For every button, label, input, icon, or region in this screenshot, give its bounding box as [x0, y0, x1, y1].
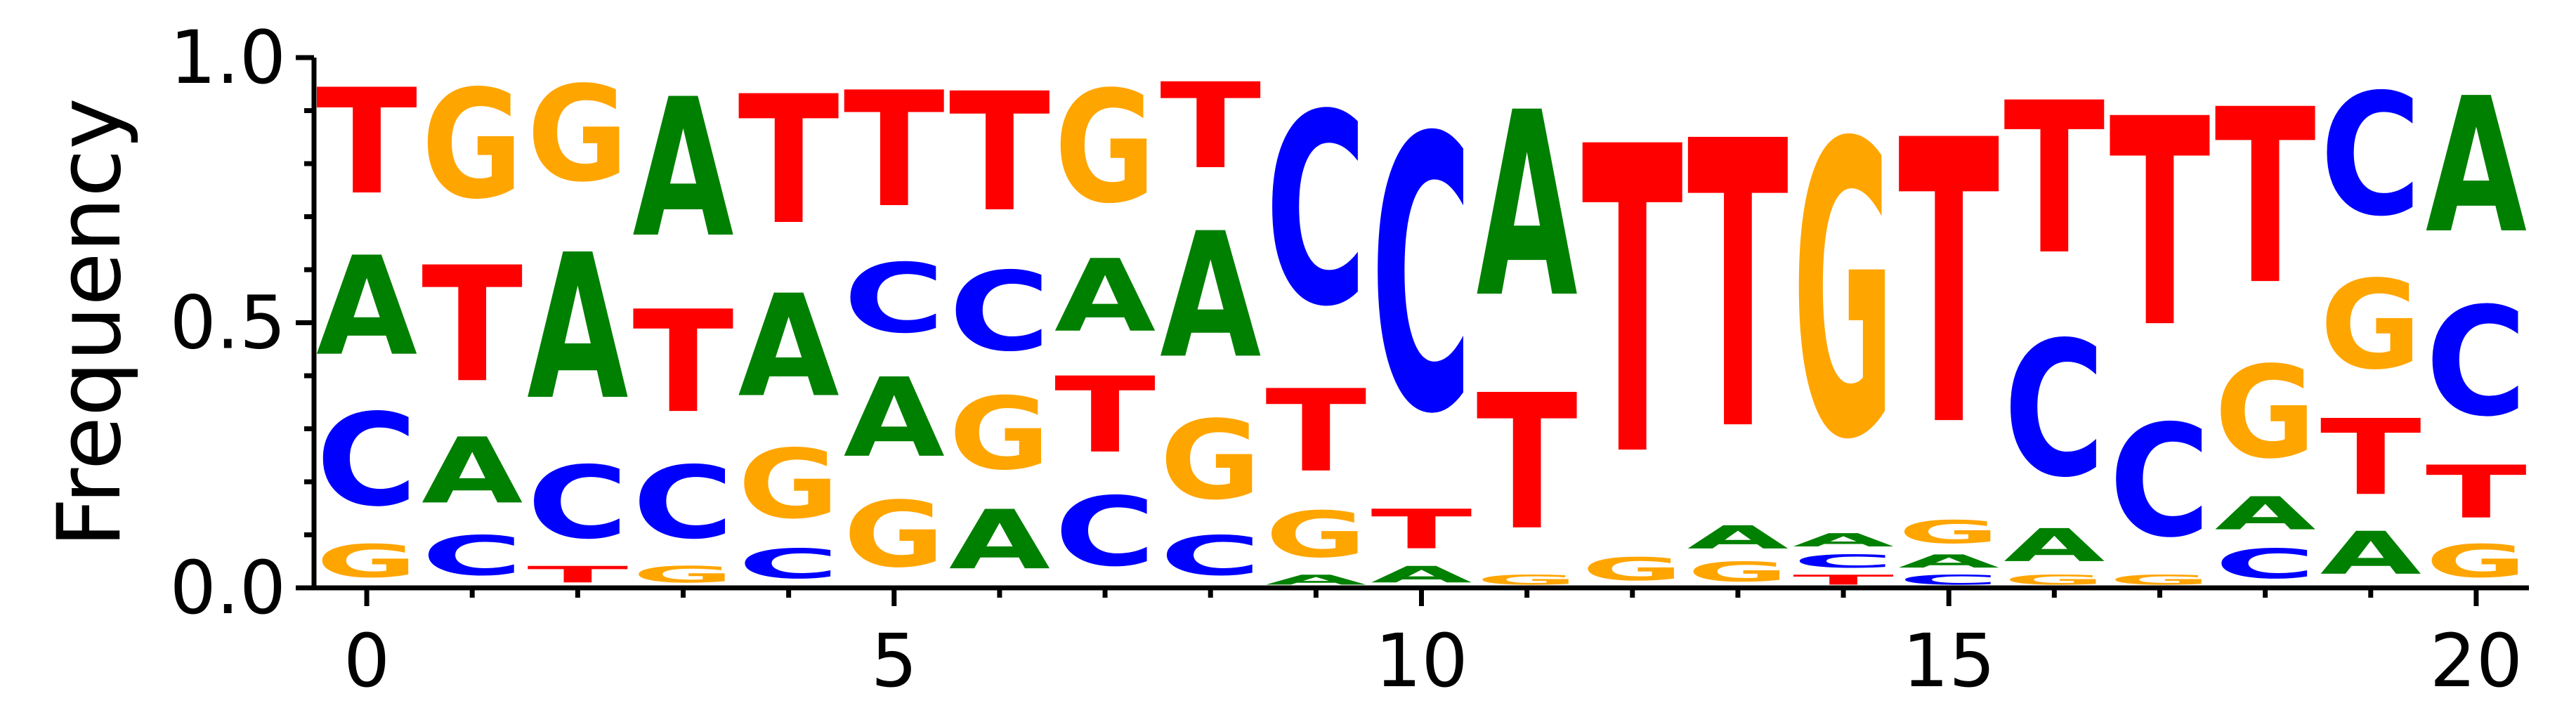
logo-letter-t: T: [2320, 398, 2421, 519]
logo-letter-g: G: [1898, 514, 1999, 551]
logo-letter-t: T: [1371, 498, 1472, 562]
logo-letter-t: T: [632, 280, 733, 444]
logo-letter-a: A: [1793, 530, 1894, 551]
logo-letter-g: G: [632, 561, 733, 588]
logo-letter-t: T: [1477, 356, 1578, 572]
logo-letter-a: A: [632, 58, 733, 280]
logo-letter-c: C: [1054, 476, 1156, 587]
logo-letter-t: T: [1160, 58, 1261, 195]
logo-letter-a: A: [949, 492, 1050, 587]
logo-letter-a: A: [2426, 58, 2527, 275]
logo-letter-t: T: [2109, 59, 2211, 391]
logo-letter-t: T: [2003, 58, 2105, 301]
logo-letter-t: T: [2426, 451, 2527, 535]
y-tick-label: 1.0: [170, 15, 286, 100]
x-tick-label: 15: [1902, 618, 1995, 704]
logo-letter-c: C: [421, 525, 523, 588]
logo-letter-a: A: [1054, 239, 1156, 355]
logo-letter-g: G: [1793, 60, 1894, 529]
y-tick-label: 0.5: [170, 280, 286, 366]
logo-letter-g: G: [2003, 572, 2105, 588]
logo-letter-c: C: [1160, 525, 1261, 588]
logo-letter-t: T: [421, 233, 523, 418]
logo-letter-t: T: [738, 58, 839, 264]
logo-letter-g: G: [421, 59, 523, 233]
logo-letter-t: T: [1265, 366, 1366, 497]
logo-letter-g: G: [2215, 340, 2316, 487]
logo-letter-t: T: [1898, 59, 2000, 513]
x-tick-label: 10: [1375, 618, 1467, 704]
y-tick-label: 0.0: [170, 545, 286, 631]
logo-letter-t: T: [2215, 59, 2317, 339]
logo-letter-c: C: [2215, 541, 2316, 588]
logo-letter-t: T: [1582, 59, 1684, 550]
logo-letter-c: C: [2426, 276, 2527, 449]
logo-letter-a: A: [1898, 551, 1999, 572]
logo-letter-a: A: [1160, 197, 1261, 397]
logo-letter-g: G: [949, 376, 1050, 492]
logo-letter-g: G: [316, 535, 417, 588]
logo-letter-a: A: [2215, 487, 2316, 540]
logo-letter-a: A: [2003, 519, 2105, 572]
logo-letter-a: A: [738, 265, 839, 428]
logo-letter-c: C: [2109, 393, 2210, 572]
logo-letters: GCATCATGTCAGGCTACGATGACTAGCTCTAGCGATAGTC…: [316, 58, 2527, 588]
logo-letter-a: A: [1371, 561, 1472, 588]
logo-letter-c: C: [2003, 302, 2105, 518]
logo-letter-g: G: [2320, 255, 2421, 397]
logo-letter-c: C: [316, 387, 417, 535]
y-axis-label: Frequency: [39, 98, 140, 548]
logo-letter-a: A: [1265, 572, 1366, 589]
logo-letter-g: G: [738, 428, 839, 539]
logo-letter-a: A: [421, 418, 523, 524]
logo-letter-c: C: [844, 243, 945, 354]
logo-letter-t: T: [844, 58, 945, 242]
logo-letter-a: A: [1477, 58, 1578, 353]
logo-letter-a: A: [844, 355, 945, 482]
logo-letter-a: A: [1687, 519, 1789, 556]
logo-letter-t: T: [1687, 59, 1789, 518]
logo-letter-c: C: [1371, 60, 1472, 497]
logo-letter-c: C: [527, 445, 628, 561]
logo-letter-t: T: [949, 59, 1050, 249]
logo-letter-a: A: [2320, 520, 2421, 589]
logo-letter-a: A: [527, 211, 628, 444]
x-axis-ticks: 0 5 10 15 20: [344, 588, 2523, 704]
logo-letter-g: G: [1160, 398, 1261, 525]
logo-letter-g: G: [1477, 572, 1578, 588]
x-tick-label: 5: [871, 618, 917, 704]
x-tick-label: 0: [344, 618, 390, 704]
logo-letter-c: C: [632, 445, 733, 561]
logo-letter-g: G: [2426, 535, 2527, 588]
logo-letter-t: T: [316, 58, 417, 227]
logo-letter-c: C: [1793, 551, 1894, 572]
logo-letter-g: G: [1582, 551, 1683, 589]
logo-letter-t: T: [1054, 355, 1156, 476]
logo-letter-c: C: [1265, 59, 1366, 365]
y-axis-ticks: 0.0 0.5 1.0: [170, 15, 314, 631]
logo-letter-g: G: [1054, 58, 1156, 237]
logo-letter-t: T: [1793, 572, 1894, 588]
logo-letter-c: C: [738, 541, 839, 588]
logo-letter-c: C: [2320, 58, 2421, 254]
logo-letter-g: G: [2109, 572, 2210, 588]
logo-letter-g: G: [844, 483, 945, 588]
logo-letter-c: C: [949, 249, 1050, 375]
logo-letter-g: G: [1265, 498, 1366, 572]
logo-letter-g: G: [1687, 556, 1789, 588]
logo-letter-g: G: [527, 58, 628, 211]
logo-letter-t: T: [527, 561, 628, 588]
logo-letter-c: C: [1898, 572, 1999, 588]
logo-letter-a: A: [316, 228, 417, 386]
x-tick-label: 20: [2430, 618, 2523, 704]
